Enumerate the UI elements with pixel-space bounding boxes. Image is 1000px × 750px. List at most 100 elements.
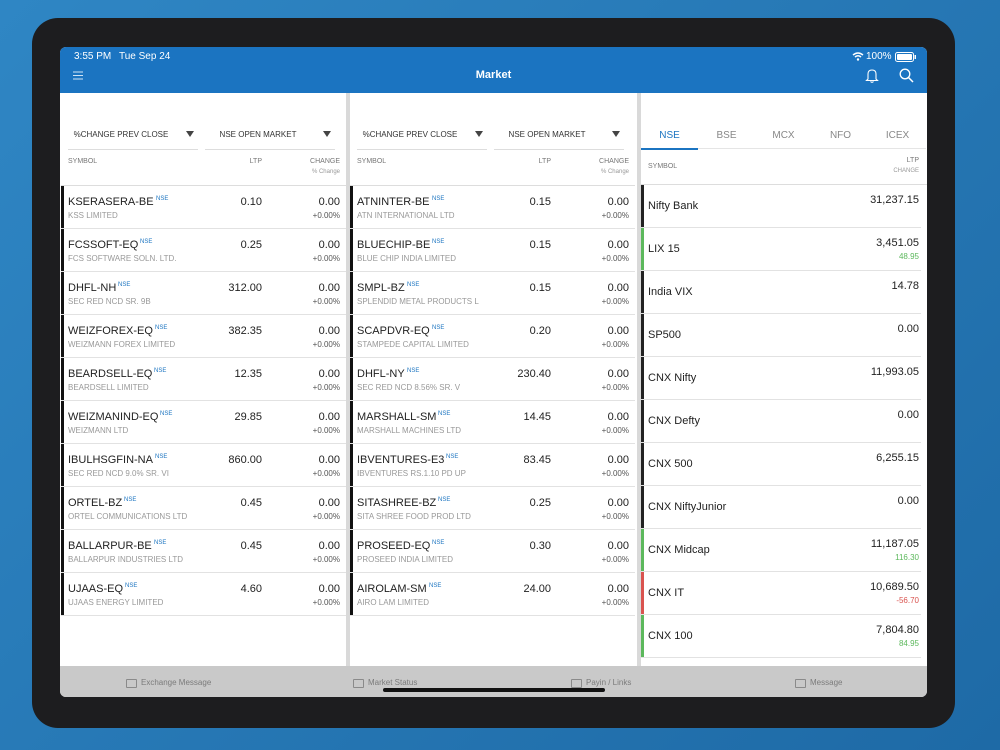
row-indicator — [641, 615, 644, 657]
exchange-tag: NSE — [154, 368, 167, 374]
symbol: BLUECHIP-BE — [357, 239, 431, 251]
symbol: BALLARPUR-BE — [68, 540, 152, 552]
index-row[interactable] — [641, 357, 921, 400]
index-ltp: 0.00 — [897, 495, 919, 507]
ltp: 0.25 — [529, 497, 551, 509]
search-button[interactable] — [899, 68, 914, 83]
change: 0.00 — [607, 411, 629, 423]
filter-label: NSE OPEN MARKET — [219, 130, 297, 139]
row-indicator — [641, 185, 644, 227]
index-name: CNX Midcap — [648, 544, 710, 556]
percent-change: +0.00% — [312, 426, 340, 435]
change: 0.00 — [607, 583, 629, 595]
stock-row[interactable] — [350, 229, 635, 272]
status-date: Tue Sep 24 — [119, 51, 171, 62]
index-row[interactable] — [641, 486, 921, 529]
column-header: LTP — [249, 158, 262, 165]
stock-row[interactable] — [61, 272, 346, 315]
stock-row[interactable] — [350, 573, 635, 616]
header-divider — [61, 185, 346, 186]
stock-row[interactable] — [350, 272, 635, 315]
exchange-tab[interactable] — [755, 127, 812, 149]
footer-item[interactable]: Exchange Message — [141, 678, 212, 687]
exchange-tab[interactable] — [869, 127, 926, 149]
index-row[interactable] — [641, 572, 921, 615]
screen: 3:55 PM Tue Sep 24 100% Market %CHANGE P… — [60, 47, 927, 697]
menu-button[interactable] — [73, 71, 83, 80]
footer-item[interactable]: Message — [810, 678, 843, 687]
percent-change: +0.00% — [601, 254, 629, 263]
index-row[interactable] — [641, 615, 921, 658]
stock-row[interactable] — [350, 444, 635, 487]
row-indicator — [350, 573, 353, 615]
index-row[interactable] — [641, 314, 921, 357]
exchange-tab[interactable] — [812, 127, 869, 149]
index-row[interactable] — [641, 271, 921, 314]
index-ltp: 11,993.05 — [870, 366, 919, 378]
exchange-tab[interactable] — [641, 127, 698, 150]
exchange-tag: NSE — [155, 454, 168, 460]
percent-change: +0.00% — [312, 254, 340, 263]
index-row[interactable] — [641, 529, 921, 572]
change: 0.00 — [318, 239, 340, 251]
index-name: India VIX — [648, 286, 693, 298]
index-row[interactable] — [641, 228, 921, 271]
index-ltp: 6,255.15 — [876, 452, 919, 464]
symbol: AIROLAM-SM — [357, 583, 427, 595]
column-header: LTP — [906, 157, 919, 164]
index-name: LIX 15 — [648, 243, 680, 255]
stock-row[interactable] — [350, 315, 635, 358]
stock-row[interactable] — [61, 487, 346, 530]
stock-row[interactable] — [61, 530, 346, 573]
notifications-button[interactable] — [865, 68, 879, 83]
percent-change: +0.00% — [601, 340, 629, 349]
filter-dropdown[interactable] — [68, 127, 198, 150]
symbol: BEARDSELL-EQ — [68, 368, 153, 380]
stock-row[interactable] — [61, 186, 346, 229]
ltp: 0.30 — [529, 540, 551, 552]
footer-item[interactable]: Payin / Links — [586, 678, 632, 687]
index-ltp: 0.00 — [897, 409, 919, 421]
ltp: 0.15 — [529, 239, 551, 251]
index-row[interactable] — [641, 400, 921, 443]
row-indicator — [61, 358, 64, 400]
exchange-tag: NSE — [429, 583, 442, 589]
battery-icon — [895, 52, 916, 62]
stock-row[interactable] — [350, 487, 635, 530]
filter-dropdown[interactable] — [357, 127, 487, 150]
change: 0.00 — [607, 454, 629, 466]
index-ltp: 7,804.80 — [876, 624, 919, 636]
header-title: Market — [475, 69, 512, 81]
row-indicator — [641, 572, 644, 614]
symbol: KSERASERA-BE — [68, 196, 154, 208]
index-row[interactable] — [641, 443, 921, 486]
stock-row[interactable] — [61, 229, 346, 272]
filter-label: %CHANGE PREV CLOSE — [73, 130, 169, 139]
exchange-tag: NSE — [125, 583, 138, 589]
filter-dropdown[interactable] — [205, 127, 335, 150]
change: 0.00 — [318, 454, 340, 466]
stock-row[interactable] — [61, 444, 346, 487]
ltp: 0.25 — [240, 239, 262, 251]
footer-item[interactable]: Market Status — [368, 678, 418, 687]
stock-row[interactable] — [61, 401, 346, 444]
stock-row[interactable] — [61, 573, 346, 616]
change: 0.00 — [607, 540, 629, 552]
stock-row[interactable] — [350, 358, 635, 401]
row-indicator — [61, 444, 64, 486]
row-indicator — [641, 443, 644, 485]
symbol: IBVENTURES-E3 — [357, 454, 445, 466]
change: 0.00 — [318, 196, 340, 208]
stock-row[interactable] — [61, 358, 346, 401]
ltp: 230.40 — [517, 368, 551, 380]
stock-row[interactable] — [350, 186, 635, 229]
symbol: ORTEL-BZ — [68, 497, 123, 509]
index-row[interactable] — [641, 185, 921, 228]
symbol: WEIZFOREX-EQ — [68, 325, 153, 337]
filter-dropdown[interactable] — [494, 127, 624, 150]
stock-row[interactable] — [61, 315, 346, 358]
stock-row[interactable] — [350, 401, 635, 444]
stock-row[interactable] — [350, 530, 635, 573]
exchange-tab[interactable] — [698, 127, 755, 149]
column-header: CHANGE — [310, 158, 340, 165]
